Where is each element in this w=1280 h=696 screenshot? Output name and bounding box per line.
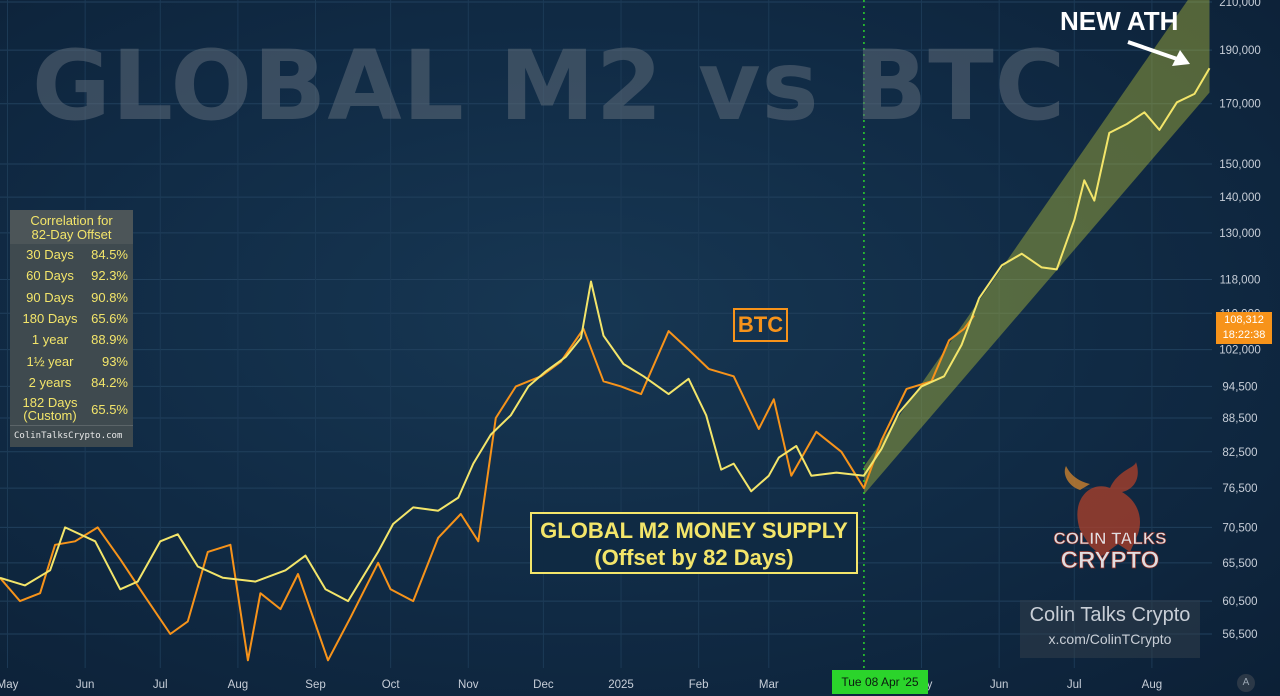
correlation-period: 1 year [31,332,69,348]
x-tick-label: 2025 [608,679,634,691]
y-tick-label: 118,000 [1220,274,1261,286]
brand-box: Colin Talks Crypto x.com/ColinTCrypto [1020,600,1200,658]
correlation-row: 90 Days 90.8% [10,287,133,308]
x-tick-label: Dec [533,679,554,691]
price-tag-value: 108,312 [1224,314,1264,326]
y-tick-label: 56,500 [1222,629,1257,641]
y-tick-label: 130,000 [1219,228,1261,240]
m2-series-label: GLOBAL M2 MONEY SUPPLY (Offset by 82 Day… [530,512,858,574]
x-tick-label: Mar [759,679,779,691]
x-tick-label: Jul [1067,679,1082,691]
y-tick-label: 140,000 [1219,192,1261,204]
correlation-row: 1½ year 93% [10,350,133,371]
x-tick-label: Jul [153,679,168,691]
logo-text-bottom: CRYPTO [1061,547,1160,574]
correlation-value: 65.6% [91,311,128,327]
y-tick-label: 94,500 [1222,381,1257,393]
trend-channel-fill [863,0,1210,495]
brand-name: Colin Talks Crypto [1029,604,1191,626]
correlation-title-line1: Correlation for [30,213,113,228]
m2-label-line2: (Offset by 82 Days) [594,545,794,570]
correlation-row: 180 Days 65.6% [10,308,133,329]
autoscale-button[interactable]: A [1237,674,1255,692]
crosshair-date-label: Tue 08 Apr '25 [832,670,928,694]
correlation-title: Correlation for 82-Day Offset [10,210,133,244]
x-tick-label: Oct [382,679,401,691]
x-tick-label: Jun [76,679,95,691]
brand-handle: x.com/ColinTCrypto [1048,631,1172,647]
correlation-title-line2: 82-Day Offset [31,227,112,242]
correlation-period: 60 Days [26,268,74,284]
x-axis: MayJunJulAugSepOctNovDec2025FebMarMayJun… [0,679,1162,691]
price-tag-time: 18:22:38 [1222,329,1266,341]
y-tick-label: 60,500 [1222,596,1257,608]
x-tick-label: Feb [689,679,709,691]
y-tick-label: 150,000 [1219,159,1261,171]
correlation-panel: Correlation for 82-Day Offset 30 Days 84.… [10,210,133,448]
new-ath-annotation: NEW ATH [1060,6,1179,36]
x-tick-label: Jun [990,679,1009,691]
correlation-period: 180 Days [22,311,78,327]
correlation-value: 92.3% [91,268,128,284]
correlation-row: 2 years 84.2% [10,372,133,393]
y-tick-label: 82,500 [1222,447,1257,459]
price-tag: 108,312 18:22:38 [1216,312,1272,344]
correlation-period: 1½ year [26,353,74,369]
correlation-row: 30 Days 84.5% [10,244,133,265]
bull-icon [1077,462,1141,556]
btc-line [0,314,975,662]
x-tick-label: Aug [228,679,248,691]
y-tick-label: 70,500 [1222,522,1257,534]
y-tick-label: 65,500 [1222,558,1257,570]
correlation-period: 90 Days [26,289,74,305]
y-tick-label: 170,000 [1219,99,1261,111]
arrow-icon [1127,40,1190,66]
correlation-period: 2 years [28,374,72,390]
correlation-footer: ColinTalksCrypto.com [10,425,133,447]
btc-series-label: BTC [733,308,788,342]
y-tick-label: 102,000 [1219,345,1261,357]
correlation-value: 93% [101,353,128,369]
correlation-value: 65.5% [91,401,128,417]
x-tick-label: Nov [458,679,479,691]
logo-text-top: COLIN TALKS [1053,529,1166,548]
correlation-value: 84.5% [91,247,128,263]
m2-line [0,67,1211,603]
y-tick-label: 190,000 [1219,45,1261,57]
trend-channel [863,0,1210,495]
x-tick-label: May [0,679,19,691]
x-tick-label: Sep [305,679,325,691]
chart-title-watermark: GLOBAL M2 vs BTC [32,30,1067,142]
m2-label-line1: GLOBAL M2 MONEY SUPPLY [540,518,848,543]
x-tick-label: Aug [1142,679,1162,691]
y-tick-label: 88,500 [1222,413,1257,425]
correlation-value: 84.2% [91,374,128,390]
y-tick-label: 76,500 [1222,483,1257,495]
correlation-row: 182 Days (Custom) 65.5% [10,393,133,425]
correlation-row: 60 Days 92.3% [10,265,133,286]
y-tick-label: 210,000 [1219,0,1261,9]
correlation-period: 30 Days [26,247,74,263]
correlation-row: 1 year 88.9% [10,329,133,350]
chart-series [0,67,1211,662]
correlation-period: 182 Days (Custom) [22,395,78,424]
correlation-value: 90.8% [91,289,128,305]
colin-talks-crypto-logo: COLIN TALKS CRYPTO [1053,462,1167,574]
correlation-value: 88.9% [91,332,128,348]
